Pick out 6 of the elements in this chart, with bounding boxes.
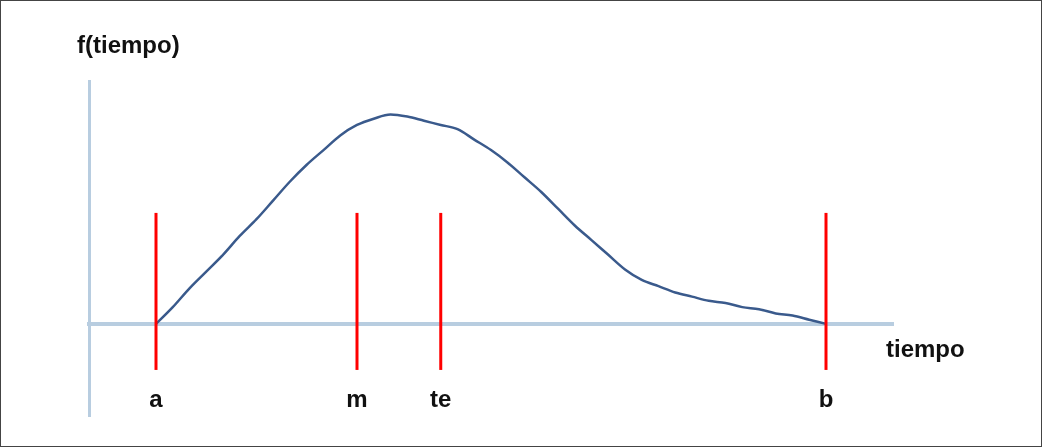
- x-tick-label: b: [818, 384, 834, 412]
- x-axis-title: tiempo: [886, 335, 965, 363]
- x-tick-label: a: [149, 384, 164, 412]
- x-tick-label: m: [346, 384, 368, 412]
- y-axis-title: f(tiempo): [77, 31, 180, 59]
- x-tick-label: te: [430, 384, 452, 412]
